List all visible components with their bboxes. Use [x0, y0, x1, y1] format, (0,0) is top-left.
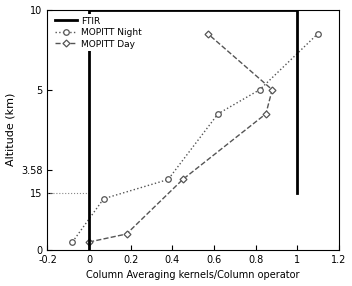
Y-axis label: Altitude (km): Altitude (km): [6, 93, 15, 166]
MOPITT Day: [181, 178, 185, 181]
FTIR: [295, 8, 299, 11]
MOPITT Day: [206, 32, 210, 35]
MOPITT Day: [264, 112, 268, 116]
Line: MOPITT Day: MOPITT Day: [87, 31, 275, 245]
MOPITT Night: [258, 88, 262, 92]
MOPITT Day: [124, 232, 128, 236]
Line: MOPITT Night: MOPITT Night: [70, 31, 321, 245]
MOPITT Night: [216, 112, 220, 116]
FTIR: [295, 191, 299, 194]
X-axis label: Column Averaging kernels/Column operator: Column Averaging kernels/Column operator: [86, 271, 300, 281]
Legend: FTIR, MOPITT Night, MOPITT Day: FTIR, MOPITT Night, MOPITT Day: [52, 14, 144, 51]
MOPITT Day: [270, 88, 274, 92]
MOPITT Day: [87, 240, 91, 244]
MOPITT Night: [316, 32, 320, 35]
MOPITT Night: [70, 240, 75, 244]
MOPITT Night: [101, 197, 106, 200]
FTIR: [87, 248, 91, 252]
FTIR: [87, 8, 91, 11]
MOPITT Night: [166, 178, 170, 181]
Line: FTIR: FTIR: [89, 9, 297, 250]
